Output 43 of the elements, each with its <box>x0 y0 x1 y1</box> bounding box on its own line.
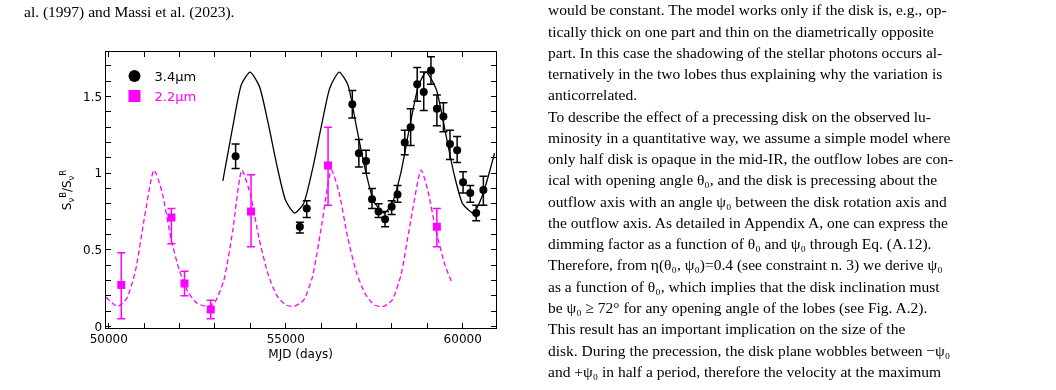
point <box>167 213 176 222</box>
x-axis-title: MJD (days) <box>268 347 333 362</box>
text: the outflow axis. As detailed in Appendix A, one can express the <box>548 214 949 231</box>
point <box>231 152 240 161</box>
point <box>117 280 126 289</box>
text: al. (1997) and Massi et al. (2023). <box>24 3 235 21</box>
text: tically thick on one part and thin on the diametrically opposite <box>548 23 934 40</box>
legend-label: 3.4μm <box>154 69 197 85</box>
point <box>419 88 428 96</box>
y-tick-label: 0 <box>94 319 103 334</box>
text: To describe the effect of a precessing disk on the observed lu- <box>548 108 931 125</box>
point <box>302 204 311 213</box>
point <box>432 104 441 113</box>
x-tick-label: 50000 <box>89 332 128 347</box>
text: as a function of θ₀, which implies that the disk inclination must <box>548 278 941 295</box>
text: would be constant. The model works only if the disk is, e.g., op- <box>548 1 947 18</box>
x-tick-label: 60000 <box>443 332 482 347</box>
legend-label: 2.2μm <box>154 88 197 104</box>
y-tick-label: 1.5 <box>83 89 103 104</box>
text: This result has an important implication on the size of the <box>548 320 906 337</box>
text: Therefore, from η(θ₀, ψ₀)=0.4 (see constraint n. 3) we derive ψ₀ <box>548 256 943 274</box>
text: part. In this case the shadowing of the stellar photons occurs al- <box>548 44 943 61</box>
text: ical with opening angle θ₀, and the disk is precessing about the <box>548 171 938 188</box>
text: be ψ₀ ≥ 72° for any opening angle of the lobes (see Fig. A.2). <box>548 299 928 317</box>
text: ternatively in the two lobes thus explaining why the variation is <box>548 65 943 82</box>
text: only half disk is opaque in the mid-IR, the outflow lobes are con- <box>548 150 954 167</box>
text: disk. During the precession, the disk plane wobbles between −ψ₀ <box>548 342 951 359</box>
point <box>466 189 475 198</box>
point <box>381 215 390 224</box>
y-tick-label: 0.5 <box>83 242 103 257</box>
point <box>324 161 333 170</box>
text: minosity in a quantitative way, we assume a simple model where <box>548 129 951 146</box>
point <box>426 66 435 75</box>
point <box>459 178 468 187</box>
y-tick-label: 1 <box>94 166 103 181</box>
text: dimming factor as a function of θ₀ and ψ₀ through Eq. (A.12). <box>548 235 932 253</box>
text: and +ψ₀ in half a period, therefore the velocity at the maximum <box>548 363 942 380</box>
x-tick-label: 55000 <box>266 332 305 347</box>
text: outflow axis with an angle ψ₀ between the disk rotation axis and <box>548 193 947 210</box>
point <box>453 146 462 155</box>
point <box>354 149 363 158</box>
point <box>206 305 215 314</box>
text: anticorrelated. <box>548 86 638 103</box>
